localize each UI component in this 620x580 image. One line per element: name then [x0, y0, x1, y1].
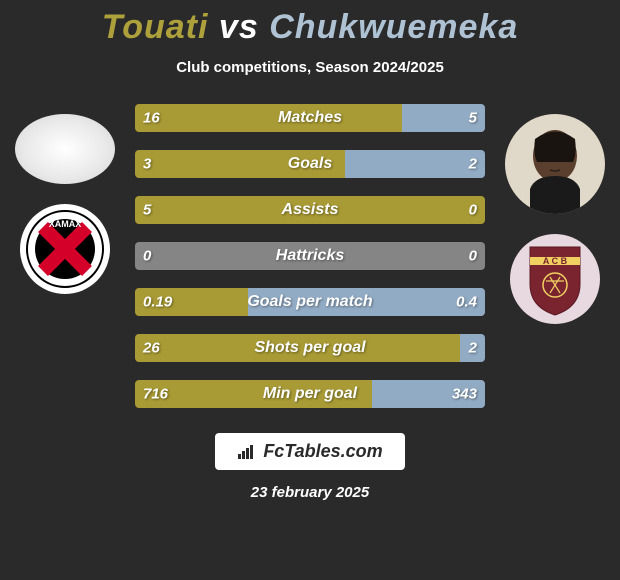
player-left-avatar	[15, 114, 115, 184]
stat-row: 716 343 Min per goal	[135, 380, 485, 408]
stat-value-right: 343	[452, 386, 477, 403]
brand-box: FcTables.com	[215, 433, 404, 470]
stat-label: Goals per match	[247, 293, 372, 311]
player-left-name: Touati	[102, 8, 209, 46]
stat-bars: 16 5 Matches 3 2 Goals 5 0 Assists 0 0 Hattricks 0.1…	[135, 104, 485, 408]
stat-value-right: 5	[469, 110, 477, 127]
stat-value-left: 3	[143, 156, 151, 173]
stat-label: Hattricks	[276, 247, 344, 265]
stat-value-right: 0	[469, 202, 477, 219]
date-label: 23 february 2025	[251, 484, 369, 501]
stat-value-right: 2	[469, 340, 477, 357]
stat-label: Goals	[288, 155, 332, 173]
stat-label: Matches	[278, 109, 342, 127]
stat-row: 3 2 Goals	[135, 150, 485, 178]
brand-label: FcTables.com	[263, 441, 382, 462]
xamax-logo-icon: XAMAX	[25, 209, 105, 289]
stat-row: 0 0 Hattricks	[135, 242, 485, 270]
stat-value-right: 0	[469, 248, 477, 265]
stat-row: 0.19 0.4 Goals per match	[135, 288, 485, 316]
stat-row: 26 2 Shots per goal	[135, 334, 485, 362]
club-left-logo: XAMAX	[20, 204, 110, 294]
stat-row: 5 0 Assists	[135, 196, 485, 224]
stat-label: Min per goal	[263, 385, 357, 403]
stat-value-left: 26	[143, 340, 160, 357]
right-column: A C B	[505, 104, 605, 408]
club-right-logo: A C B	[510, 234, 600, 324]
stat-value-right: 2	[469, 156, 477, 173]
player-right-avatar	[505, 114, 605, 214]
stat-value-left: 5	[143, 202, 151, 219]
stat-value-left: 0	[143, 248, 151, 265]
stat-label: Assists	[282, 201, 339, 219]
svg-text:A C B: A C B	[543, 256, 568, 266]
stat-value-left: 16	[143, 110, 160, 127]
content-area: XAMAX 16 5 Matches 3 2 Goals 5 0 Assists 0 0 Hattri…	[0, 104, 620, 408]
subtitle: Club competitions, Season 2024/2025	[176, 59, 444, 76]
stat-value-right: 0.4	[456, 294, 477, 311]
stat-bar-right	[345, 150, 485, 178]
footer: FcTables.com 23 february 2025	[215, 433, 404, 501]
left-column: XAMAX	[15, 104, 115, 408]
chart-icon	[237, 444, 257, 460]
stat-bar-left	[135, 104, 402, 132]
player-right-face-icon	[505, 114, 605, 214]
player-right-name: Chukwuemeka	[269, 8, 518, 46]
comparison-title: Touati vs Chukwuemeka	[102, 8, 519, 47]
stat-label: Shots per goal	[254, 339, 365, 357]
vs-text: vs	[219, 8, 259, 46]
stat-row: 16 5 Matches	[135, 104, 485, 132]
svg-text:XAMAX: XAMAX	[49, 219, 82, 229]
stat-value-left: 0.19	[143, 294, 172, 311]
stat-value-left: 716	[143, 386, 168, 403]
acb-logo-icon: A C B	[520, 239, 590, 319]
